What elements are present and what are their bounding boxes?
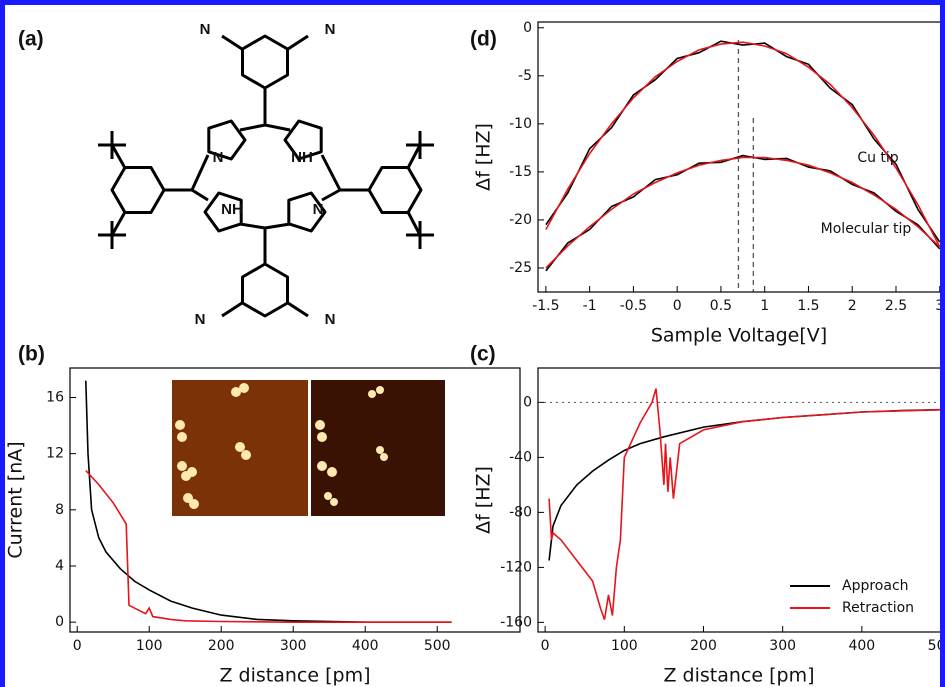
legend-label: Approach bbox=[842, 578, 909, 594]
bond bbox=[240, 125, 265, 130]
data-line bbox=[546, 156, 940, 271]
atom-label: N bbox=[325, 311, 336, 328]
x-tick-label: -1 bbox=[583, 298, 597, 314]
atom-label: N bbox=[195, 311, 206, 328]
y-axis-label: Δf [HZ] bbox=[473, 123, 495, 191]
y-tick-label: -40 bbox=[509, 449, 532, 465]
figure-page: N N N NH NH N N N (a) (d) 0 -5 -10 -15 -20 -25 -1.5 -1 -0.… bbox=[0, 0, 945, 687]
x-tick-label: 0.5 bbox=[710, 298, 732, 314]
x-axis-label: Z distance [pm] bbox=[220, 665, 371, 687]
bond bbox=[222, 303, 242, 316]
ring bbox=[243, 36, 288, 88]
x-tick-label: 1.5 bbox=[797, 298, 819, 314]
bond bbox=[192, 190, 208, 200]
ring bbox=[112, 168, 164, 213]
x-tick-label: 1 bbox=[760, 298, 769, 314]
legend-label: Retraction bbox=[842, 600, 914, 616]
data-line bbox=[546, 42, 940, 247]
x-tick-label: 400 bbox=[352, 638, 379, 654]
y-tick-label: -25 bbox=[509, 260, 532, 276]
panel-label: (a) bbox=[18, 28, 44, 51]
y-tick-label: 16 bbox=[46, 389, 64, 405]
y-tick-label: -80 bbox=[509, 504, 532, 520]
y-tick-label: 0 bbox=[523, 20, 532, 36]
y-tick-label: -10 bbox=[509, 116, 532, 132]
bond bbox=[408, 212, 420, 235]
atom-label: NH bbox=[291, 149, 313, 166]
x-tick-label: 3 bbox=[935, 298, 944, 314]
x-tick-label: 100 bbox=[611, 638, 638, 654]
figure: N N N NH NH N N N (a) (d) 0 -5 -10 -15 -20 -25 -1.5 -1 -0.… bbox=[0, 0, 945, 687]
x-tick-label: 500 bbox=[424, 638, 451, 654]
stm-insets bbox=[172, 380, 445, 516]
y-tick-label: 8 bbox=[55, 502, 64, 518]
x-tick-label: 0 bbox=[541, 638, 550, 654]
x-tick-label: 0 bbox=[673, 298, 682, 314]
panel-label: (b) bbox=[18, 343, 45, 366]
annotation: Molecular tip bbox=[821, 221, 912, 237]
x-tick-label: 300 bbox=[769, 638, 796, 654]
bond bbox=[192, 155, 208, 190]
bond bbox=[322, 155, 340, 190]
atom-label: N bbox=[213, 149, 224, 166]
bond bbox=[408, 145, 420, 168]
y-tick-label: 12 bbox=[46, 446, 64, 462]
bond bbox=[265, 224, 290, 228]
bond bbox=[240, 224, 265, 228]
x-tick-label: -0.5 bbox=[620, 298, 647, 314]
x-tick-label: 500 bbox=[928, 638, 945, 654]
x-tick-label: 2 bbox=[848, 298, 857, 314]
x-tick-label: 0 bbox=[73, 638, 82, 654]
atom-label: N bbox=[325, 21, 336, 38]
y-tick-label: -5 bbox=[518, 68, 532, 84]
x-tick-label: 100 bbox=[136, 638, 163, 654]
x-tick-label: 300 bbox=[280, 638, 307, 654]
y-tick-label: -15 bbox=[509, 164, 532, 180]
data-line bbox=[549, 409, 945, 560]
y-axis-label: Current [nA] bbox=[5, 441, 27, 558]
bond bbox=[288, 36, 308, 49]
y-tick-label: 0 bbox=[523, 394, 532, 410]
plot-area bbox=[546, 40, 940, 292]
panel-label: (d) bbox=[470, 28, 497, 51]
ring bbox=[369, 168, 421, 213]
data-line bbox=[546, 41, 940, 242]
bond bbox=[112, 145, 125, 168]
bond bbox=[288, 303, 308, 316]
y-tick-label: -20 bbox=[509, 212, 532, 228]
y-tick-label: 0 bbox=[55, 614, 64, 630]
bond bbox=[112, 212, 125, 235]
panel-label: (c) bbox=[470, 343, 496, 366]
y-tick-label: 4 bbox=[55, 558, 64, 574]
atom-label: N bbox=[200, 21, 211, 38]
atom-label: NH bbox=[221, 201, 243, 218]
bond bbox=[222, 36, 242, 49]
y-axis-label: Δf [HZ] bbox=[473, 466, 495, 534]
y-tick-label: -120 bbox=[500, 559, 532, 575]
atom-label: N bbox=[313, 201, 324, 218]
annotation: Cu tip bbox=[857, 150, 898, 166]
molecule-drawing bbox=[98, 36, 434, 316]
bond bbox=[322, 190, 340, 200]
x-tick-label: 2.5 bbox=[885, 298, 907, 314]
x-tick-label: 400 bbox=[848, 638, 875, 654]
x-tick-label: 200 bbox=[208, 638, 235, 654]
bond bbox=[265, 125, 290, 130]
x-axis-label: Sample Voltage[V] bbox=[651, 325, 827, 347]
x-tick-label: 200 bbox=[690, 638, 717, 654]
ring bbox=[243, 264, 288, 316]
y-tick-label: -160 bbox=[500, 614, 532, 630]
x-tick-label: -1.5 bbox=[532, 298, 559, 314]
x-axis-label: Z distance [pm] bbox=[664, 665, 815, 687]
